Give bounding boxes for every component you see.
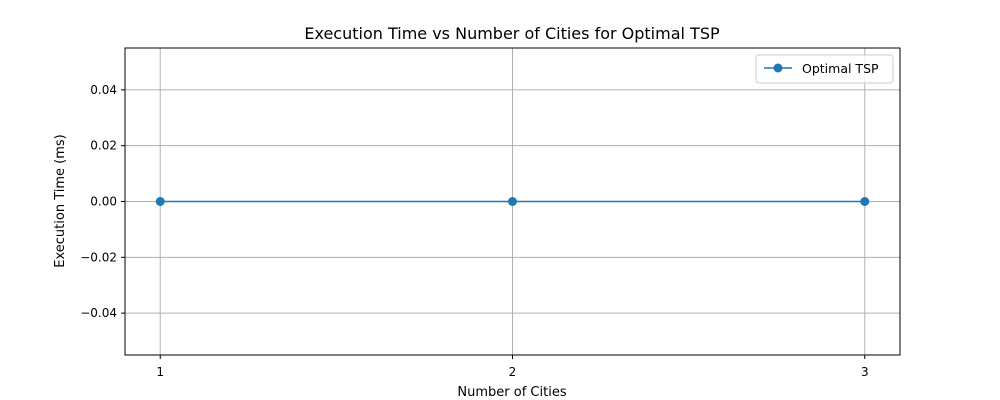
x-axis-label: Number of Cities <box>457 385 566 400</box>
x-tick-label: 1 <box>156 365 164 379</box>
legend-marker <box>773 63 783 73</box>
y-tick-label: 0.02 <box>90 139 117 153</box>
x-tick-label: 3 <box>861 365 869 379</box>
y-axis-ticks: −0.04 −0.02 0.00 0.02 0.04 <box>80 83 125 320</box>
x-axis-ticks: 1 2 3 <box>156 355 869 379</box>
series-layer <box>155 197 870 206</box>
legend-label: Optimal TSP <box>802 61 879 76</box>
x-tick-label: 2 <box>509 365 517 379</box>
chart-title: Execution Time vs Number of Cities for O… <box>304 24 720 43</box>
legend-box <box>755 54 894 84</box>
y-tick-label: −0.02 <box>80 250 117 264</box>
y-tick-label: 0.00 <box>90 195 117 209</box>
y-axis-label: Execution Time (ms) <box>53 134 68 267</box>
data-point <box>508 197 517 206</box>
y-tick-label: −0.04 <box>80 306 117 320</box>
y-tick-label: 0.04 <box>90 83 117 97</box>
data-point <box>860 197 870 206</box>
legend: Optimal TSP <box>755 54 894 84</box>
data-point <box>155 197 165 206</box>
